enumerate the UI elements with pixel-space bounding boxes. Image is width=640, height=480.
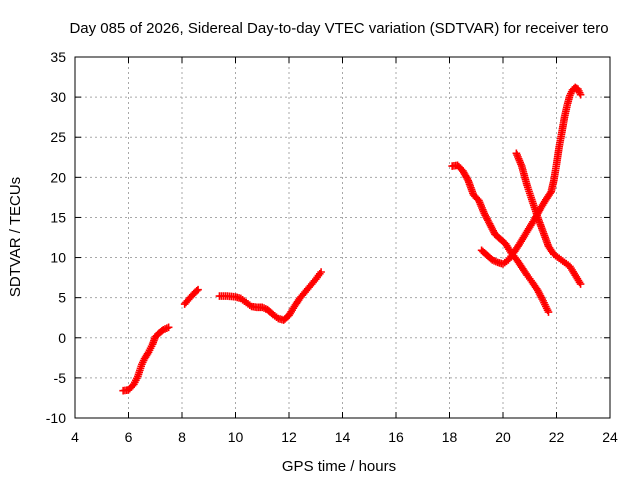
x-tick-label: 24 (602, 429, 618, 445)
y-tick-label: -10 (46, 410, 66, 426)
data-series (448, 161, 553, 316)
y-tick-label: 35 (50, 49, 66, 65)
data-series (477, 83, 585, 268)
data-point (194, 285, 202, 294)
x-tick-label: 6 (125, 429, 133, 445)
data-points (119, 83, 585, 395)
x-tick-label: 18 (442, 429, 458, 445)
y-tick-label: 25 (50, 129, 66, 145)
data-series (180, 285, 202, 308)
data-point (576, 90, 585, 99)
y-tick-label: 30 (50, 89, 66, 105)
y-tick-label: 20 (50, 169, 66, 185)
x-tick-label: 20 (495, 429, 511, 445)
data-series (215, 268, 325, 324)
data-series (119, 323, 173, 395)
y-tick-label: 15 (50, 209, 66, 225)
data-point (544, 308, 553, 316)
axis-ticks: 4 6 8 10 12 14 16 18 20 22 24 -10 -5 0 5 10 15 20 25 30 35 (46, 49, 618, 445)
x-tick-label: 12 (281, 429, 297, 445)
x-axis-label: GPS time / hours (282, 458, 396, 475)
data-point (576, 280, 585, 288)
y-tick-label: 5 (58, 290, 66, 306)
y-axis-label: SDTVAR / TECUs (7, 177, 24, 297)
x-tick-label: 14 (335, 429, 351, 445)
x-tick-label: 8 (178, 429, 186, 445)
x-tick-label: 4 (71, 429, 79, 445)
data-point (164, 323, 173, 332)
x-tick-label: 10 (228, 429, 244, 445)
x-tick-label: 16 (388, 429, 404, 445)
data-point (317, 268, 325, 276)
y-tick-label: -5 (54, 370, 67, 386)
y-tick-label: 10 (50, 250, 66, 266)
y-tick-label: 0 (58, 330, 66, 346)
x-tick-label: 22 (549, 429, 565, 445)
data-series (512, 149, 585, 288)
chart-title: Day 085 of 2026, Sidereal Day-to-day VTE… (69, 20, 608, 37)
grid-lines (75, 57, 610, 418)
